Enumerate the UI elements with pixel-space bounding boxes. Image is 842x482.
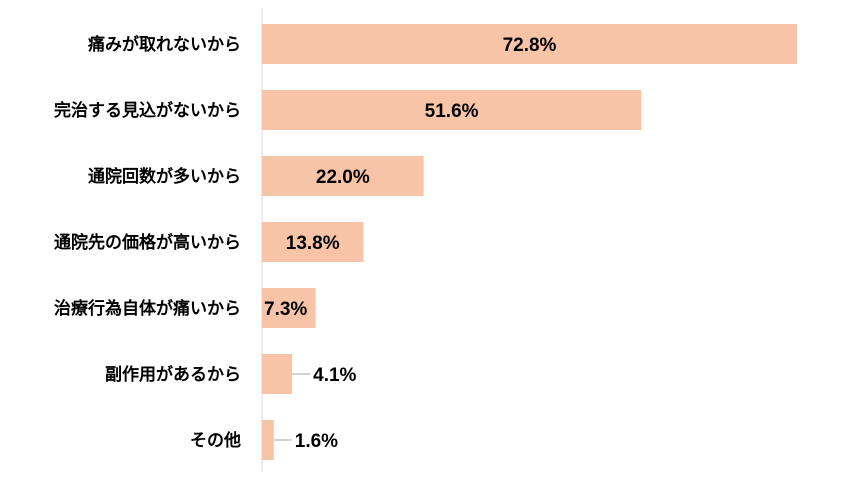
category-label: 痛みが取れないから bbox=[88, 34, 241, 55]
category-label: 完治する見込がないから bbox=[54, 100, 241, 121]
category-label: 通院先の価格が高いから bbox=[54, 232, 241, 253]
bar bbox=[262, 156, 424, 196]
data-label: 72.8% bbox=[503, 35, 557, 56]
data-label: 7.3% bbox=[264, 299, 307, 320]
data-label: 51.6% bbox=[425, 101, 479, 122]
category-label: その他 bbox=[190, 430, 241, 451]
data-label: 4.1% bbox=[313, 365, 356, 386]
bar bbox=[262, 420, 274, 460]
category-label: 副作用があるから bbox=[105, 364, 241, 385]
bar bbox=[262, 222, 364, 262]
bar bbox=[262, 24, 797, 64]
data-label: 22.0% bbox=[316, 167, 370, 188]
bar bbox=[262, 90, 642, 130]
bar bbox=[262, 288, 316, 328]
data-label: 1.6% bbox=[295, 431, 338, 452]
labels-layer: 痛みが取れないから 72.8% 完治する見込がないから 51.6% 通院回数が多いから 2… bbox=[54, 34, 557, 452]
category-label: 通院回数が多いから bbox=[88, 166, 241, 187]
data-label: 13.8% bbox=[286, 233, 340, 254]
bar bbox=[262, 354, 293, 394]
category-label: 治療行為自体が痛いから bbox=[54, 298, 241, 319]
bars-layer bbox=[262, 24, 797, 460]
